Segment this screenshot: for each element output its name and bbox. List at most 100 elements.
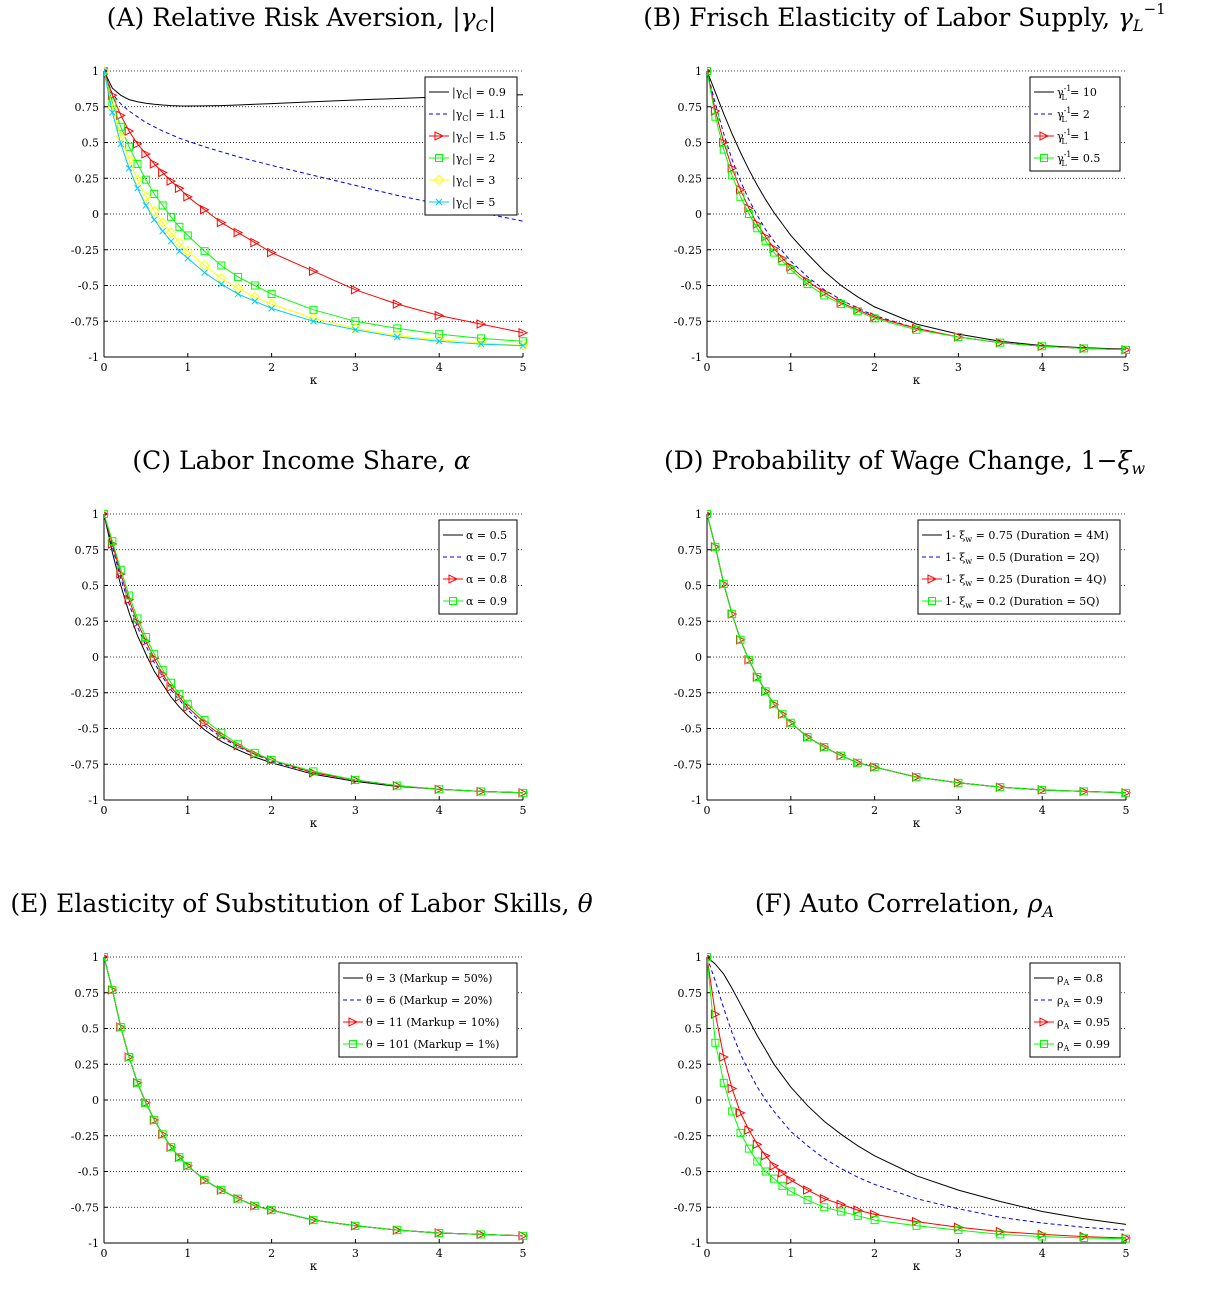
y-tick-label: -0.5 bbox=[78, 280, 99, 293]
data-point-marker bbox=[728, 1107, 737, 1116]
series-6 bbox=[104, 67, 527, 349]
y-tick-label: 0.5 bbox=[82, 1023, 100, 1036]
data-point-marker bbox=[108, 985, 117, 994]
series-4 bbox=[707, 67, 1130, 354]
data-point-marker bbox=[216, 273, 227, 284]
y-tick-label: -0.75 bbox=[674, 315, 702, 328]
data-point-marker bbox=[133, 1078, 142, 1087]
y-tick-label: 0.75 bbox=[75, 101, 100, 114]
x-tick-label: 4 bbox=[1039, 804, 1046, 817]
data-point-marker bbox=[308, 313, 319, 324]
y-tick-label: 0.25 bbox=[75, 615, 100, 628]
data-point-marker bbox=[728, 171, 737, 180]
data-point-marker bbox=[719, 1052, 729, 1062]
data-point-marker bbox=[435, 154, 443, 162]
series-line bbox=[707, 956, 1127, 1239]
data-point-marker bbox=[912, 1221, 921, 1230]
y-tick-label: 0 bbox=[695, 651, 702, 664]
x-axis-label: κ bbox=[310, 373, 318, 387]
y-tick-label: 1 bbox=[92, 508, 99, 521]
data-point-marker bbox=[803, 1196, 812, 1205]
data-point-marker bbox=[753, 1157, 762, 1166]
data-point-marker bbox=[786, 1175, 796, 1185]
data-point-marker bbox=[803, 1185, 813, 1195]
data-point-marker bbox=[761, 1167, 770, 1176]
data-point-marker bbox=[217, 728, 226, 737]
data-point-marker bbox=[837, 751, 846, 760]
x-tick-label: 5 bbox=[520, 1247, 527, 1260]
x-tick-label: 1 bbox=[787, 361, 794, 374]
data-point-marker bbox=[448, 574, 459, 584]
x-tick-label: 0 bbox=[101, 1247, 108, 1260]
data-point-marker bbox=[133, 614, 142, 623]
x-tick-label: 2 bbox=[268, 804, 275, 817]
y-tick-label: -0.5 bbox=[78, 1166, 99, 1179]
data-point-marker bbox=[786, 265, 795, 274]
data-point-marker bbox=[761, 1150, 771, 1161]
data-point-marker bbox=[175, 222, 184, 231]
data-point-marker bbox=[753, 673, 762, 682]
data-point-marker bbox=[125, 1053, 134, 1062]
data-point-marker bbox=[728, 610, 737, 619]
y-tick-label: 0.25 bbox=[678, 172, 703, 185]
data-point-marker bbox=[744, 1125, 755, 1135]
panel-title: (F) Auto Correlation, ρA bbox=[754, 889, 1055, 921]
series-2 bbox=[707, 956, 1127, 1231]
legend-entry: |γC| = 1.1 bbox=[429, 108, 506, 123]
x-axis-label: κ bbox=[913, 373, 921, 387]
data-point-marker bbox=[517, 340, 529, 351]
legend-label: |γC| = 1.1 bbox=[452, 108, 506, 123]
data-point-marker bbox=[166, 176, 177, 186]
data-point-marker bbox=[234, 740, 243, 749]
data-point-marker bbox=[711, 1038, 720, 1047]
legend-entry: γ-1 L = 1 bbox=[1034, 128, 1090, 146]
data-point-marker bbox=[1080, 344, 1089, 353]
data-point-marker bbox=[158, 1130, 167, 1139]
series-line bbox=[707, 513, 1127, 794]
y-tick-label: -0.5 bbox=[681, 280, 702, 293]
data-point-marker bbox=[234, 272, 243, 281]
series-line bbox=[104, 70, 524, 334]
panel-f: (F) Auto Correlation, ρA 1 0.75 0.5 0.25 0 -0… bbox=[603, 886, 1206, 1308]
legend-entry: θ = 11 (Markup = 10%) bbox=[343, 1016, 499, 1029]
chart-a: 10.750.50.250-0.25-0.5-0.75-10 1 2 3 4 5κ|γC|… bbox=[71, 65, 529, 387]
data-point-marker bbox=[141, 1098, 150, 1107]
legend-label: α = 0.9 bbox=[466, 595, 507, 608]
data-point-marker bbox=[183, 1161, 192, 1170]
legend-entry: θ = 101 (Markup = 1%) bbox=[343, 1038, 499, 1051]
data-point-marker bbox=[719, 145, 728, 154]
legend: |γC| = 0.9 |γC| = 1.1 |γC| = 1.5 |γC| = 2 |γ… bbox=[424, 76, 518, 216]
x-tick-label: 3 bbox=[955, 1247, 962, 1260]
data-point-marker bbox=[435, 785, 444, 794]
legend-entry: ρA = 0.95 bbox=[1034, 1016, 1110, 1031]
x-tick-label: 3 bbox=[352, 1247, 359, 1260]
data-point-marker bbox=[267, 247, 277, 258]
y-tick-label: -0.25 bbox=[71, 687, 99, 700]
y-tick-label: -0.5 bbox=[681, 723, 702, 736]
data-point-marker bbox=[141, 632, 150, 641]
data-point-marker bbox=[912, 1216, 922, 1227]
legend-label: |γC| = 1.5 bbox=[452, 130, 506, 145]
y-tick-label: -1 bbox=[691, 794, 702, 807]
data-point-marker bbox=[183, 231, 192, 240]
data-point-marker bbox=[140, 191, 152, 203]
data-point-marker bbox=[870, 763, 879, 772]
data-point-marker bbox=[1039, 1017, 1050, 1027]
data-point-marker bbox=[142, 202, 150, 209]
x-tick-label: 0 bbox=[101, 804, 108, 817]
legend-label: θ = 6 (Markup = 20%) bbox=[366, 994, 492, 1007]
data-point-marker bbox=[109, 109, 116, 116]
data-point-marker bbox=[183, 700, 192, 709]
data-point-marker bbox=[159, 227, 167, 235]
data-point-marker bbox=[182, 245, 194, 257]
series-3 bbox=[104, 68, 529, 338]
data-point-marker bbox=[165, 227, 177, 238]
panel-d: (D) Probability of Wage Change, 1−ξw 1 0.… bbox=[603, 443, 1206, 865]
data-point-marker bbox=[477, 334, 486, 343]
data-point-marker bbox=[133, 159, 142, 168]
data-point-marker bbox=[167, 237, 175, 245]
data-point-marker bbox=[736, 635, 745, 644]
legend-label: γ-1 L = 0.5 bbox=[1057, 150, 1100, 168]
data-point-marker bbox=[837, 300, 846, 309]
